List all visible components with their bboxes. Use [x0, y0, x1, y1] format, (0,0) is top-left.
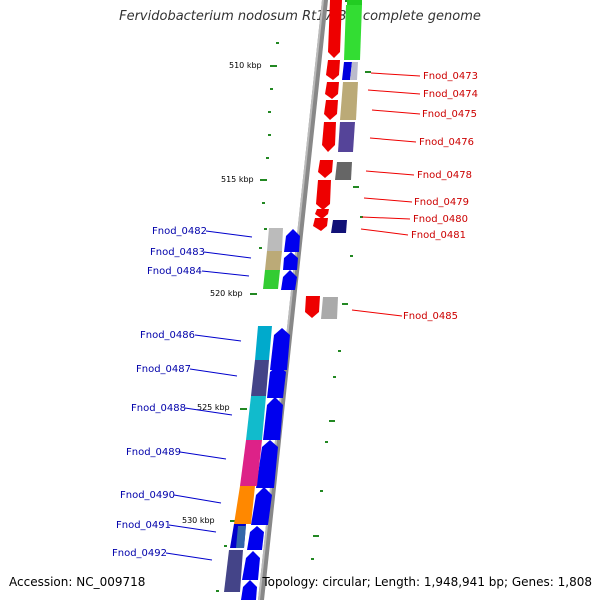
gene-arrow-fwd — [242, 551, 260, 580]
gene-arrow-rev — [305, 296, 320, 318]
scale-label-515: 515 kbp — [221, 175, 254, 184]
gene-labels-forward: Fnod_0482 Fnod_0483 Fnod_0484 Fnod_0486 … — [112, 226, 207, 559]
gene-arrow-rev — [328, 0, 342, 58]
accession-text: Accession: NC_009718 — [9, 575, 146, 589]
gene-label-fnod-0491[interactable]: Fnod_0491 — [116, 520, 171, 531]
gene-arrow-rev — [326, 60, 340, 80]
genome-summary-text: Topology: circular; Length: 1,948,941 bp… — [262, 575, 592, 589]
map-title: Fervidobacterium nodosum Rt17-B1, comple… — [119, 9, 481, 24]
gene-arrow-rev — [313, 218, 328, 231]
gene-label-fnod-0487[interactable]: Fnod_0487 — [136, 364, 191, 375]
gene-label-fnod-0483[interactable]: Fnod_0483 — [150, 247, 205, 258]
scale-ticks-left — [216, 42, 279, 592]
gene-arrow-rev — [322, 122, 336, 152]
scale-label-510: 510 kbp — [229, 61, 262, 70]
forward-cog-boxes — [224, 228, 283, 592]
gene-arrow-fwd — [267, 365, 286, 398]
gene-arrow-fwd — [284, 229, 300, 252]
gene-label-fnod-0492[interactable]: Fnod_0492 — [112, 548, 167, 559]
gene-label-fnod-0488[interactable]: Fnod_0488 — [131, 403, 186, 414]
gene-arrow-rev — [318, 160, 333, 178]
gene-label-fnod-0484[interactable]: Fnod_0484 — [147, 266, 202, 277]
scale-label-530: 530 kbp — [182, 516, 215, 525]
gene-arrow-fwd — [270, 328, 290, 370]
gene-labels-reverse: Fnod_0473 Fnod_0474 Fnod_0475 Fnod_0476 … — [403, 71, 478, 322]
gene-arrow-fwd — [283, 252, 298, 270]
gene-label-fnod-0479[interactable]: Fnod_0479 — [414, 197, 469, 208]
gene-label-fnod-0485[interactable]: Fnod_0485 — [403, 311, 458, 322]
gene-arrow-fwd — [251, 487, 272, 525]
gene-arrow-fwd — [256, 440, 278, 488]
leader-lines-reverse — [351, 72, 421, 317]
reverse-cog-boxes — [321, 0, 362, 319]
gene-label-fnod-0489[interactable]: Fnod_0489 — [126, 447, 181, 458]
gene-label-fnod-0475[interactable]: Fnod_0475 — [422, 109, 477, 120]
gene-label-fnod-0490[interactable]: Fnod_0490 — [120, 490, 175, 501]
reverse-strand-arrows — [305, 0, 342, 318]
gene-label-fnod-0474[interactable]: Fnod_0474 — [423, 89, 478, 100]
forward-strand-arrows — [241, 229, 300, 600]
gene-arrow-rev — [325, 82, 339, 99]
gene-arrow-rev — [315, 209, 329, 219]
gene-label-fnod-0478[interactable]: Fnod_0478 — [417, 170, 472, 181]
gene-label-fnod-0473[interactable]: Fnod_0473 — [423, 71, 478, 82]
gene-label-fnod-0486[interactable]: Fnod_0486 — [140, 330, 195, 341]
gene-arrow-fwd — [263, 397, 283, 440]
leader-lines-forward — [165, 230, 253, 561]
gene-arrow-fwd — [281, 270, 297, 290]
gene-arrow-rev — [324, 100, 338, 120]
gene-label-fnod-0476[interactable]: Fnod_0476 — [419, 137, 474, 148]
gene-arrow-fwd — [241, 580, 257, 600]
outer-ticks-right — [311, 0, 371, 560]
gene-label-fnod-0480[interactable]: Fnod_0480 — [413, 214, 468, 225]
gene-label-fnod-0481[interactable]: Fnod_0481 — [411, 230, 466, 241]
gene-arrow-fwd — [247, 526, 264, 550]
gene-label-fnod-0482[interactable]: Fnod_0482 — [152, 226, 207, 237]
gene-arrow-rev — [316, 180, 331, 210]
scale-label-520: 520 kbp — [210, 289, 243, 298]
scale-label-525: 525 kbp — [197, 403, 230, 412]
